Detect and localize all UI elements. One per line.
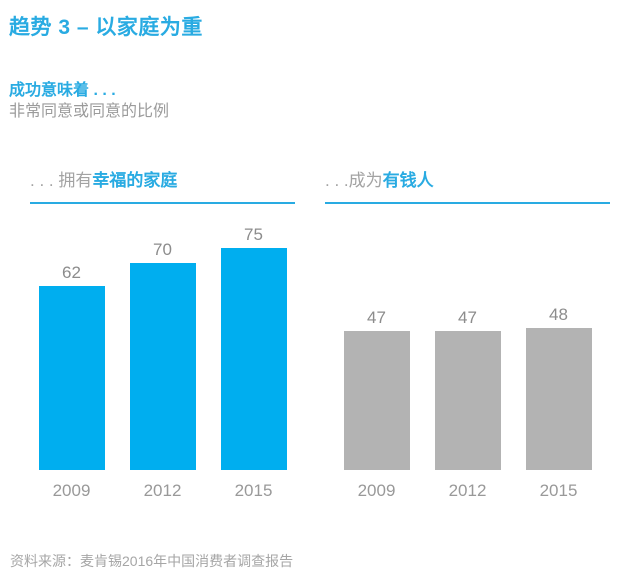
x-axis-tick-label: 2009	[357, 481, 396, 500]
bar	[220, 248, 287, 470]
bar-slot: 47	[434, 308, 501, 470]
page-title: 趋势 3 – 以家庭为重	[9, 16, 203, 39]
x-axis-tick-label: 2015	[234, 481, 273, 500]
source-note: 资料来源：麦肯锡2016年中国消费者调查报告	[10, 553, 294, 569]
bar	[434, 331, 501, 470]
bar	[343, 331, 410, 470]
bar-slot: 75	[220, 225, 287, 470]
x-axis-labels: 2009 2012 2015	[325, 481, 610, 501]
x-axis-tick-label: 2015	[539, 481, 578, 500]
subtitle: 成功意味着 . . .	[9, 82, 116, 99]
subtitle-note: 非常同意或同意的比例	[9, 103, 170, 120]
bar-slot: 48	[525, 305, 592, 470]
chart-title-prefix: . . .成为	[325, 171, 383, 190]
charts-row: . . . 拥有幸福的家庭 62 70 75 2009 2012 2015 . . .成…	[30, 166, 610, 501]
bar-slot: 70	[129, 240, 196, 470]
chart-title: . . . 拥有幸福的家庭	[30, 166, 295, 204]
bar-value-label: 75	[244, 225, 263, 244]
x-axis-tick-label: 2012	[143, 481, 182, 500]
bar-value-label: 48	[549, 305, 568, 324]
bar-value-label: 47	[367, 308, 386, 327]
bar-value-label: 70	[153, 240, 172, 259]
x-axis-tick-label: 2009	[52, 481, 91, 500]
chart-title-prefix: . . . 拥有	[30, 171, 93, 190]
bar-slot: 47	[343, 308, 410, 470]
bar-plot: 62 70 75	[30, 204, 295, 470]
chart-become-rich: . . .成为有钱人 47 47 48 2009 2012 2015	[325, 166, 610, 501]
bar-value-label: 47	[458, 308, 477, 327]
chart-title-highlight: 幸福的家庭	[92, 171, 178, 190]
bar-slot: 62	[38, 263, 105, 470]
bar	[38, 286, 105, 470]
chart-happy-family: . . . 拥有幸福的家庭 62 70 75 2009 2012 2015	[30, 166, 295, 501]
bar-plot: 47 47 48	[325, 204, 610, 470]
bar	[129, 263, 196, 470]
chart-title: . . .成为有钱人	[325, 166, 610, 204]
chart-title-highlight: 有钱人	[382, 171, 434, 190]
x-axis-tick-label: 2012	[448, 481, 487, 500]
bar-value-label: 62	[62, 263, 81, 282]
bar	[525, 328, 592, 470]
x-axis-labels: 2009 2012 2015	[30, 481, 295, 501]
